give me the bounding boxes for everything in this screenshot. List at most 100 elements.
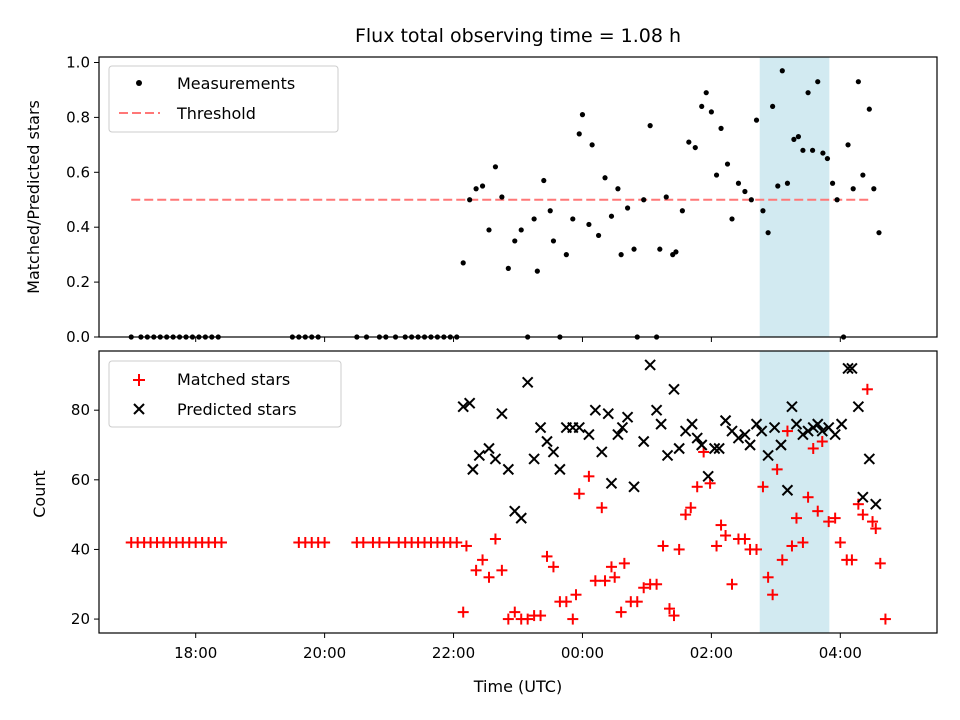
measurement-point: [631, 246, 637, 252]
predicted-star-marker: [489, 453, 502, 465]
measurement-point: [492, 164, 499, 170]
predicted-star-marker: [852, 400, 865, 413]
measurement-point: [800, 147, 806, 153]
top-x-ticks: [195, 337, 841, 342]
matched-star-marker: [857, 509, 869, 521]
measurement-point: [748, 197, 754, 203]
matched-star-marker: [751, 543, 763, 555]
predicted-star-marker: [786, 400, 798, 413]
matched-star-marker: [823, 516, 835, 528]
matched-star-marker: [790, 512, 802, 524]
predicted-star-marker: [668, 383, 680, 396]
matched-star-marker: [829, 512, 841, 524]
matched-star-marker: [802, 491, 814, 503]
measurement-point: [641, 197, 647, 203]
matched-star-marker: [547, 561, 559, 573]
measurement-point: [541, 177, 547, 184]
matched-star-marker: [816, 436, 828, 448]
bottom-legend-box: [108, 360, 342, 428]
matched-star-marker: [657, 540, 669, 552]
predicted-star-marker: [655, 418, 667, 430]
measurement-point: [724, 161, 731, 167]
legend-dot-marker: [136, 80, 142, 86]
legend-measurements-label: Measurements: [177, 74, 295, 93]
predicted-star-marker: [802, 425, 814, 437]
matched-star-marker: [812, 505, 824, 517]
measurement-point: [512, 238, 518, 244]
matched-star-marker: [460, 540, 472, 552]
legend-matched-label: Matched stars: [177, 370, 290, 389]
predicted-star-marker: [661, 449, 674, 462]
measurement-point: [729, 216, 735, 222]
bottom-x-ticks: 18:00 20:00 22:00 00:00 02:00 04:00: [174, 633, 862, 662]
matched-star-marker: [357, 536, 369, 548]
matched-star-marker: [870, 523, 882, 535]
matched-star-marker: [599, 575, 611, 587]
matched-star-marker: [720, 530, 732, 542]
x-tick-label: 22:00: [432, 644, 475, 662]
measurement-point: [718, 125, 724, 131]
measurement-point: [805, 90, 811, 96]
predicted-star-marker: [816, 425, 828, 437]
matched-star-marker: [570, 589, 582, 601]
measurement-point: [595, 232, 602, 239]
measurement-point: [570, 216, 576, 222]
matched-star-marker: [663, 603, 675, 615]
matched-star-marker: [470, 564, 482, 576]
predicted-star-marker: [547, 446, 560, 458]
matched-star-marker: [767, 589, 779, 601]
measurement-point: [460, 260, 466, 266]
predicted-star-marker: [521, 376, 534, 389]
bottom-legend: Matched stars Predicted stars: [108, 360, 342, 428]
measurement-point: [829, 180, 836, 186]
measurement-point: [618, 252, 624, 258]
predicted-star-marker: [744, 439, 756, 451]
top-panel: Flux total observing time = 1.08 h 0.00.…: [24, 25, 938, 346]
highlight-span-bottom: [759, 351, 830, 633]
matched-star-marker: [451, 536, 463, 548]
top-legend: Measurements Threshold: [108, 65, 339, 133]
predicted-star-marker: [686, 418, 698, 430]
matched-star-marker: [522, 613, 534, 625]
matched-star-marker: [573, 488, 585, 500]
x-tick-label: 18:00: [174, 644, 217, 662]
matched-star-marker: [638, 582, 650, 594]
bottom-axes-frame: [98, 350, 938, 634]
matched-star-marker: [874, 557, 886, 569]
highlight-span-top: [759, 57, 830, 337]
matched-star-marker: [535, 610, 547, 622]
y-tick-label: 0.2: [66, 273, 90, 291]
y-tick-label: 60: [71, 471, 90, 489]
matched-star-marker: [609, 571, 621, 583]
measurement-point: [770, 103, 776, 110]
measurement-point: [779, 68, 785, 74]
predicted-star-marker: [829, 428, 841, 441]
matched-star-markers: [125, 383, 891, 625]
predicted-star-marker: [502, 463, 515, 476]
predicted-star-marker: [473, 449, 486, 462]
predicted-star-marker: [602, 407, 614, 420]
matched-star-marker: [477, 554, 489, 566]
predicted-star-marker: [835, 418, 848, 430]
predicted-star-marker: [673, 442, 685, 455]
matched-star-marker: [373, 536, 385, 548]
measurement-point: [534, 268, 540, 274]
measurement-point: [699, 103, 705, 110]
matched-star-marker: [541, 550, 553, 562]
matched-star-marker: [846, 554, 858, 566]
predicted-star-marker: [702, 470, 714, 483]
predicted-star-marker: [732, 432, 745, 444]
matched-star-marker: [711, 540, 723, 552]
predicted-star-marker: [870, 498, 882, 510]
predicted-star-marker: [719, 414, 732, 427]
measurement-point: [765, 230, 771, 236]
measurement-point: [486, 227, 492, 233]
y-tick-label: 80: [71, 401, 90, 419]
x-axis-label: Time (UTC): [473, 677, 562, 696]
predicted-star-marker: [483, 442, 495, 455]
measurement-point: [647, 123, 653, 129]
measurement-point: [499, 194, 505, 200]
predicted-star-marker: [846, 362, 858, 375]
y-tick-label: 0.6: [66, 163, 90, 181]
